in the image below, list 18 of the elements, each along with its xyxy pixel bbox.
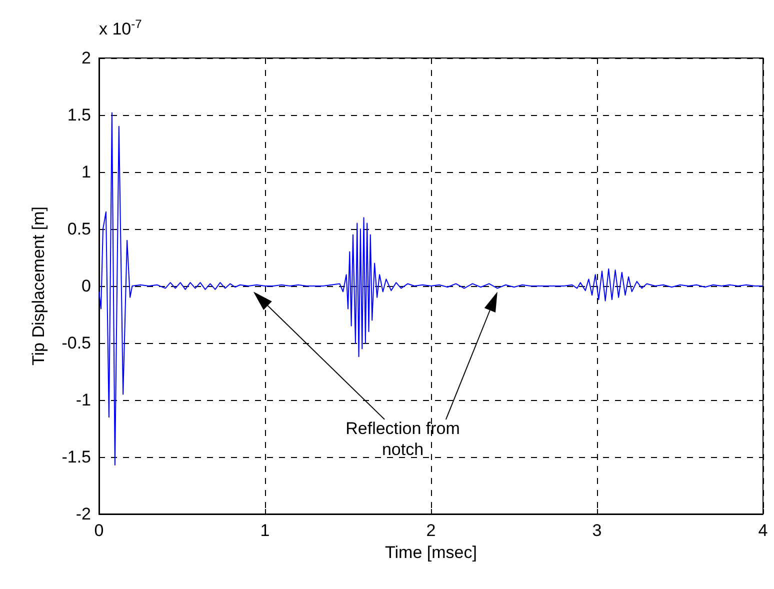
y-tick-label: 1 bbox=[82, 162, 91, 182]
y-tick-label: -1.5 bbox=[62, 448, 91, 466]
y-tick-label: -0.5 bbox=[62, 334, 91, 352]
y-tick-label: 2 bbox=[82, 48, 91, 68]
x-tick-label: 1 bbox=[260, 521, 270, 540]
line-series bbox=[98, 112, 764, 466]
y-axis-title: Tip Displacement [m] bbox=[29, 206, 48, 366]
x-tick-label: 3 bbox=[592, 521, 602, 540]
y-tick-label: -2 bbox=[76, 504, 91, 524]
x-tick-label: 2 bbox=[426, 521, 436, 540]
x-axis-title: Time [msec] bbox=[385, 542, 477, 562]
x-tick-label: 4 bbox=[758, 521, 768, 540]
y-tick-label: -1 bbox=[76, 390, 91, 410]
x-tick-label: 0 bbox=[94, 521, 104, 540]
y-tick-label: 0.5 bbox=[67, 220, 91, 238]
annotation: Reflection from notch bbox=[346, 419, 460, 460]
y-tick-label: 0 bbox=[82, 276, 91, 296]
y-tick-label: 1.5 bbox=[67, 106, 91, 124]
